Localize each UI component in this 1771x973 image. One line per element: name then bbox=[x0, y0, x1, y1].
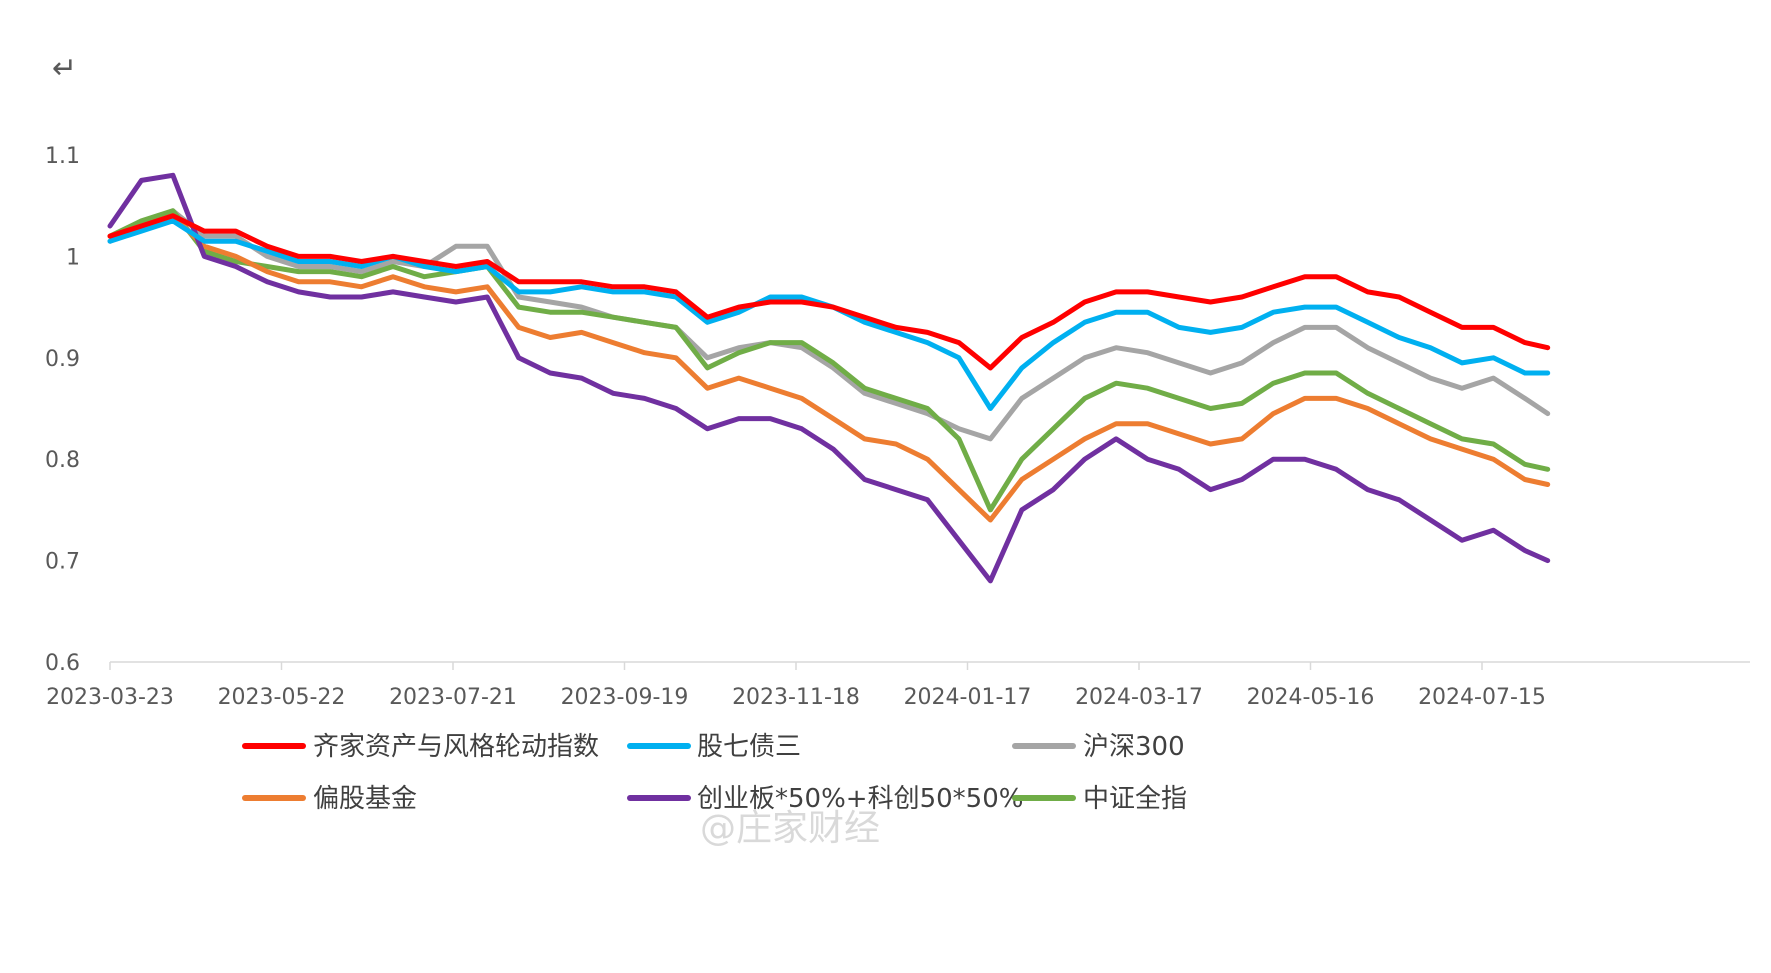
legend: 齐家资产与风格轮动指数 股七债三 沪深300 偏股基金 创业板*50%+科创50*50%… bbox=[242, 732, 1187, 814]
series-line-5 bbox=[107, 172, 1551, 584]
series-line-4 bbox=[107, 213, 1551, 523]
return-glyph: ↵ bbox=[52, 51, 77, 86]
y-tick-label: 1 bbox=[66, 245, 80, 270]
y-tick-label: 1.1 bbox=[45, 144, 80, 169]
y-axis-ticks: 0.6 0.7 0.8 0.9 1 1.1 bbox=[45, 144, 80, 676]
x-tick-label: 2024-07-15 bbox=[1418, 685, 1546, 710]
legend-label: 齐家资产与风格轮动指数 bbox=[313, 732, 599, 762]
legend-label: 股七债三 bbox=[697, 732, 801, 762]
legend-label: 偏股基金 bbox=[313, 784, 417, 814]
legend-label: 沪深300 bbox=[1083, 732, 1185, 762]
y-tick-label: 0.6 bbox=[45, 651, 80, 676]
x-tick-label: 2024-01-17 bbox=[904, 685, 1032, 710]
x-tick-label: 2023-11-18 bbox=[732, 685, 860, 710]
x-tick-label: 2024-05-16 bbox=[1247, 685, 1375, 710]
series-lines bbox=[107, 172, 1551, 584]
legend-label: 中证全指 bbox=[1083, 784, 1187, 814]
x-tick-label: 2023-03-23 bbox=[46, 685, 174, 710]
x-axis-ticks: 2023-03-23 2023-05-22 2023-07-21 2023-09-19… bbox=[46, 662, 1546, 710]
y-tick-label: 0.7 bbox=[45, 550, 80, 575]
x-tick-label: 2024-03-17 bbox=[1075, 685, 1203, 710]
x-tick-label: 2023-07-21 bbox=[389, 685, 517, 710]
y-tick-label: 0.9 bbox=[45, 347, 80, 372]
series-line-6 bbox=[107, 208, 1551, 513]
series-line-2 bbox=[107, 218, 1551, 411]
series-line-1 bbox=[107, 213, 1551, 371]
watermark: @庄家财经 bbox=[700, 808, 880, 849]
legend-label: 创业板*50%+科创50*50% bbox=[697, 784, 1023, 814]
y-tick-label: 0.8 bbox=[45, 448, 80, 473]
series-line-3 bbox=[107, 208, 1551, 442]
x-tick-label: 2023-09-19 bbox=[561, 685, 689, 710]
x-tick-label: 2023-05-22 bbox=[218, 685, 346, 710]
